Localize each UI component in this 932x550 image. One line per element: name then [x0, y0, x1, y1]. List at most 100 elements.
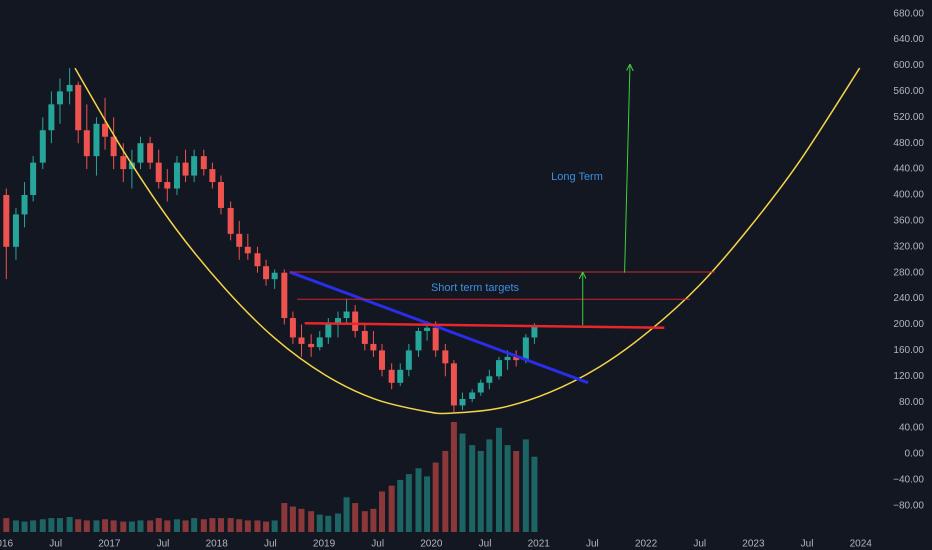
volume-bar: [48, 518, 55, 532]
volume-bar: [137, 520, 144, 532]
candle-body: [334, 318, 341, 325]
volume-bar: [66, 516, 73, 532]
volume-bar: [12, 520, 19, 532]
volume-bar: [191, 518, 198, 532]
volume-bar: [370, 508, 377, 532]
candle-body: [486, 376, 493, 383]
y-tick-label: 560.00: [893, 86, 924, 97]
candle-body: [56, 91, 63, 105]
candle-body: [415, 330, 422, 351]
volume-bar: [469, 445, 476, 532]
y-tick-label: 40.00: [899, 423, 924, 434]
volume-bar: [415, 468, 422, 532]
volume-bar: [486, 439, 493, 532]
volume-bar: [164, 520, 171, 532]
trend-line: [289, 270, 589, 385]
candle-body: [459, 398, 466, 406]
volume-bar: [39, 519, 46, 532]
x-tick-label: Jul: [801, 539, 814, 550]
candle-body: [30, 162, 37, 195]
candle-body: [442, 350, 449, 364]
candle-body: [289, 318, 296, 338]
volume-bar: [298, 508, 305, 532]
candle-body: [450, 363, 457, 406]
candle-body: [361, 330, 368, 344]
candle-body: [75, 84, 82, 131]
volume-bar: [21, 521, 28, 532]
volume-bar: [522, 439, 529, 532]
candle-body: [173, 162, 180, 189]
volume-bar: [308, 511, 315, 532]
volume-bar: [289, 506, 296, 532]
candle-body: [93, 123, 100, 157]
candle-body: [343, 311, 350, 319]
candle-body: [110, 136, 117, 157]
candle-body: [504, 356, 511, 361]
volume-bar: [56, 518, 63, 532]
cup-curve: [74, 67, 861, 415]
volume-bar: [343, 497, 350, 532]
y-tick-label: 640.00: [893, 34, 924, 45]
volume-pane: [3, 422, 538, 532]
volume-bar: [83, 520, 90, 532]
candle-body: [388, 369, 395, 383]
volume-bar: [271, 520, 278, 532]
volume-bar: [405, 474, 412, 532]
candle-body: [128, 162, 135, 170]
annotation: Short term targets: [431, 282, 520, 294]
volume-bar: [316, 514, 323, 532]
y-tick-label: 360.00: [893, 216, 924, 227]
x-tick-label: Jul: [371, 539, 384, 550]
candle-body: [120, 156, 127, 170]
candle-body: [379, 350, 385, 370]
volume-bar: [397, 479, 404, 532]
volume-bar: [496, 427, 502, 532]
candles: [3, 68, 538, 412]
volume-bar: [352, 503, 359, 532]
volume-bar: [432, 462, 439, 532]
candle-body: [271, 272, 278, 280]
volume-bar: [531, 456, 538, 532]
volume-bar: [254, 520, 261, 532]
volume-bar: [128, 521, 135, 532]
x-tick-label: 2021: [528, 539, 551, 550]
volume-bar: [102, 519, 109, 532]
candle-body: [155, 162, 162, 183]
x-tick-label: 2024: [850, 539, 873, 550]
y-tick-label: 200.00: [893, 319, 924, 330]
candle-body: [308, 343, 315, 348]
y-tick-label: 120.00: [893, 371, 924, 382]
candle-body: [496, 360, 502, 377]
volume-bar: [450, 422, 457, 532]
candle-body: [217, 182, 224, 208]
volume-bar: [379, 491, 385, 532]
volume-bar: [236, 519, 243, 532]
candle-body: [298, 337, 305, 344]
volume-bar: [459, 433, 466, 532]
volume-bar: [75, 519, 82, 532]
y-tick-label: −80.00: [893, 500, 924, 511]
x-tick-label: 2017: [98, 539, 121, 550]
candle-body: [370, 343, 377, 351]
x-tick-label: Jul: [693, 539, 706, 550]
volume-bar: [173, 519, 180, 532]
candle-body: [209, 169, 216, 183]
volume-bar: [281, 503, 288, 532]
candle-body: [66, 84, 73, 92]
x-tick-label: 2022: [635, 539, 658, 550]
x-tick-label: 2023: [742, 539, 765, 550]
annotation: Long Term: [551, 171, 603, 183]
drawings: Short term targets Long Term: [74, 65, 861, 415]
volume-bar: [217, 518, 224, 532]
y-tick-label: 160.00: [893, 345, 924, 356]
candle-body: [397, 369, 404, 383]
volume-bar: [110, 520, 117, 532]
candle-body: [352, 311, 359, 331]
candle-body: [531, 325, 538, 338]
candle-body: [182, 162, 189, 176]
volume-bar: [477, 450, 484, 532]
x-tick-label: 2019: [313, 539, 336, 550]
volume-bar: [513, 450, 520, 532]
candle-body: [48, 104, 55, 131]
